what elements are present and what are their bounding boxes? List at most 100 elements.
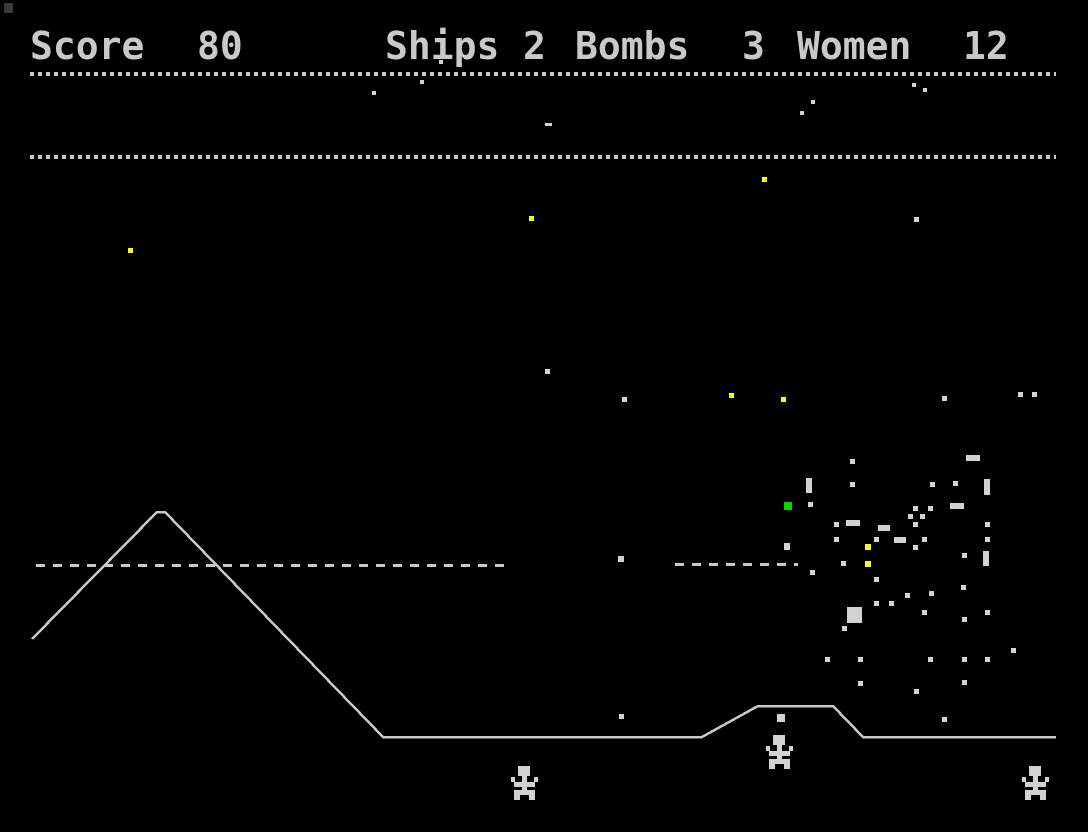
white-dot	[914, 689, 919, 694]
white-dot	[922, 537, 927, 542]
white-dot	[961, 585, 966, 590]
hud-divider-dotted-line	[30, 155, 1056, 159]
white-dot	[545, 369, 550, 374]
woman-sprite-pixel	[511, 777, 515, 782]
white-dot	[923, 88, 927, 92]
white-dot	[984, 479, 990, 495]
woman-sprite-pixel	[1033, 776, 1038, 782]
hud-ships-value: 2	[523, 24, 546, 68]
woman-sprite-pixel	[1025, 795, 1031, 800]
white-dot	[858, 681, 863, 686]
white-dot	[908, 514, 913, 519]
yellow-dot	[529, 216, 534, 221]
woman-sprite-pixel	[773, 735, 785, 745]
white-dot	[922, 610, 927, 615]
white-dot	[962, 617, 967, 622]
white-dot	[784, 543, 790, 550]
white-dot	[929, 591, 934, 596]
white-dot	[889, 601, 894, 606]
woman-sprite-pixel	[777, 756, 782, 759]
white-dot	[950, 503, 964, 509]
white-dot	[810, 570, 815, 575]
white-dot	[914, 217, 919, 222]
white-dot	[842, 626, 847, 631]
white-dot	[847, 607, 862, 623]
white-dot	[878, 525, 890, 531]
white-dot	[420, 80, 424, 84]
green-dot	[784, 502, 792, 510]
white-dot	[545, 123, 552, 126]
yellow-dot	[781, 397, 786, 402]
white-dot	[800, 111, 804, 115]
scanner-dashed-line	[36, 564, 507, 567]
woman-sprite-pixel	[1045, 777, 1049, 782]
white-dot	[913, 506, 918, 511]
woman-sprite-pixel	[1029, 766, 1041, 776]
woman-sprite-pixel	[769, 764, 775, 769]
white-dot	[841, 561, 846, 566]
yellow-dot	[865, 544, 871, 550]
white-dot	[874, 537, 879, 542]
woman-sprite-pixel	[1025, 782, 1046, 787]
yellow-dot	[729, 393, 734, 398]
woman-sprite-pixel	[769, 759, 790, 764]
hud-women-label: Women	[797, 24, 912, 68]
woman-sprite-pixel	[514, 782, 535, 787]
hud-ships-label: Ships	[385, 24, 500, 68]
white-dot	[930, 482, 935, 487]
white-dot	[850, 459, 855, 464]
woman-sprite-pixel	[518, 766, 530, 776]
white-dot	[913, 522, 918, 527]
white-dot	[983, 551, 989, 566]
white-dot	[874, 601, 879, 606]
hud-divider-dotted-line	[30, 72, 1056, 76]
white-dot	[942, 396, 947, 401]
hud-bombs-label: Bombs	[575, 24, 690, 68]
white-dot	[962, 553, 967, 558]
white-dot	[850, 482, 855, 487]
woman-sprite-pixel	[769, 751, 790, 756]
woman-sprite-pixel	[784, 764, 790, 769]
white-dot	[619, 714, 624, 719]
white-dot	[825, 657, 830, 662]
woman-sprite-pixel	[1022, 777, 1026, 782]
yellow-dot	[865, 561, 871, 567]
white-dot	[618, 556, 624, 562]
white-dot	[806, 478, 812, 493]
hud-score-value: 80	[197, 24, 243, 68]
white-dot	[846, 520, 860, 526]
white-dot	[1011, 648, 1016, 653]
woman-sprite-pixel	[514, 790, 535, 795]
white-dot	[962, 657, 967, 662]
white-dot	[913, 545, 918, 550]
woman-sprite-pixel	[1025, 790, 1046, 795]
white-dot	[858, 657, 863, 662]
white-dot	[985, 610, 990, 615]
woman-sprite-pixel	[1040, 795, 1046, 800]
white-dot	[920, 514, 925, 519]
yellow-dot	[762, 177, 767, 182]
white-dot	[808, 502, 813, 507]
white-dot	[962, 680, 967, 685]
white-dot	[834, 522, 839, 527]
woman-sprite-pixel	[1033, 787, 1038, 790]
white-dot	[928, 657, 933, 662]
white-dot	[953, 481, 958, 486]
woman-sprite-pixel	[766, 746, 770, 751]
white-dot	[622, 397, 627, 402]
white-dot	[894, 537, 906, 543]
white-dot	[966, 455, 980, 461]
hud-score-label: Score	[30, 24, 145, 68]
hud-bombs-value: 3	[742, 24, 765, 68]
woman-sprite-pixel	[534, 777, 538, 782]
woman-sprite-pixel	[789, 746, 793, 751]
white-dot	[985, 657, 990, 662]
woman-sprite-pixel	[522, 787, 527, 790]
white-dot	[439, 60, 443, 64]
white-dot	[1032, 392, 1037, 397]
white-dot	[985, 537, 990, 542]
white-dot	[912, 83, 916, 87]
hud-women-value: 12	[963, 24, 1009, 68]
white-dot	[905, 593, 910, 598]
